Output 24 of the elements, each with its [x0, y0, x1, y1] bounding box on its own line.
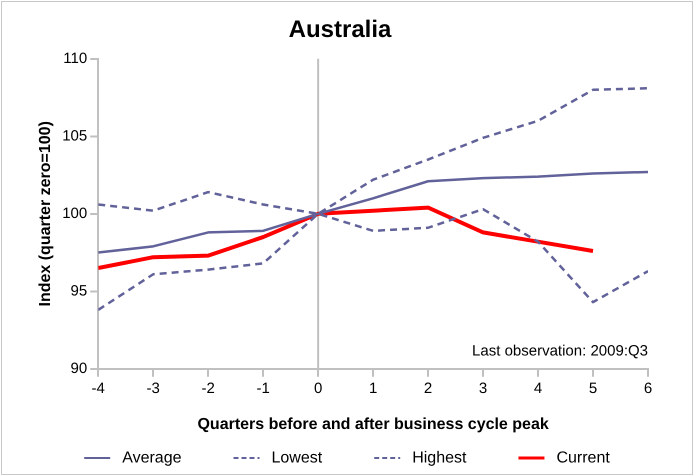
x-tick-label: -4 [92, 380, 105, 397]
x-tick-label: -1 [256, 380, 270, 397]
x-tick-label: 5 [588, 380, 598, 397]
y-axis-title: Index (quarter zero=100) [37, 121, 54, 307]
x-tick-label: -3 [146, 380, 160, 397]
x-tick-label: 1 [368, 380, 378, 397]
x-tick-label: 0 [314, 380, 322, 397]
y-tick-label: 90 [70, 360, 88, 377]
y-tick-label: 100 [62, 204, 88, 222]
y-tick-label: 110 [63, 50, 88, 67]
y-tick-label: 105 [62, 127, 88, 144]
legend-label: Current [556, 449, 610, 466]
x-tick-label: 2 [424, 380, 432, 397]
annotation: Last observation: 2009:Q3 [472, 342, 648, 360]
x-axis-title: Quarters before and after business cycle peak [197, 416, 549, 433]
x-tick-label: 3 [478, 380, 488, 397]
legend-label: Average [122, 449, 182, 466]
y-tick-label: 95 [70, 282, 88, 300]
x-tick-label: 4 [534, 380, 542, 397]
legend-label: Highest [412, 449, 468, 466]
x-tick-label: 6 [644, 380, 652, 397]
legend-label: Lowest [272, 449, 323, 466]
chart-title: Australia [288, 16, 392, 44]
x-tick-label: -2 [202, 380, 215, 397]
